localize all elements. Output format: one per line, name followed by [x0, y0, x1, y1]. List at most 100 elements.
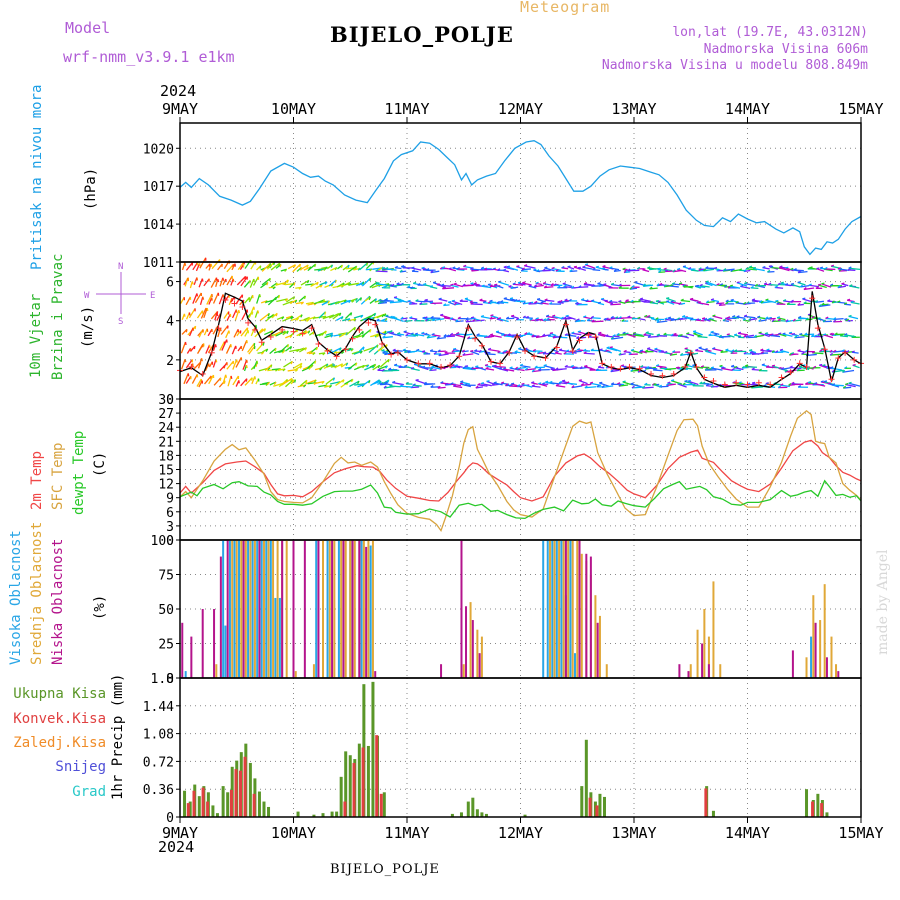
- bar-ukupna-kisa: [312, 814, 316, 817]
- meteogram-title: Meteogram: [520, 0, 611, 16]
- bar-ukupna-kisa: [523, 814, 527, 817]
- bar-niska-oblacnost: [791, 650, 794, 678]
- bar-srednja-oblacnost: [576, 540, 579, 678]
- bar-srednja-oblacnost: [558, 540, 561, 678]
- bar-srednja-oblacnost: [830, 636, 833, 678]
- gust-marker: [608, 363, 615, 370]
- legend-zaledj: Zaledj.Kisa: [13, 735, 106, 751]
- gust-marker: [349, 335, 356, 342]
- gust-marker: [803, 363, 810, 370]
- bar-niska-oblacnost: [814, 622, 817, 678]
- gust-marker: [324, 348, 331, 355]
- bar-niska-oblacnost: [465, 606, 468, 678]
- bar-visoka-oblacnost: [278, 597, 281, 678]
- bar-konvek-kisa: [595, 805, 599, 817]
- bar-niska-oblacnost: [226, 540, 229, 678]
- bar-ukupna-kisa: [296, 811, 300, 817]
- xlabel-bottom-12MAY: 12MAY: [498, 824, 543, 842]
- bar-visoka-oblacnost: [569, 540, 572, 678]
- bar-ukupna-kisa: [221, 786, 225, 817]
- bar-konvek-kisa: [234, 769, 238, 817]
- bar-srednja-oblacnost: [469, 602, 472, 678]
- bar-visoka-oblacnost: [265, 540, 268, 678]
- gust-marker: [814, 325, 821, 332]
- bar-srednja-oblacnost: [476, 629, 479, 678]
- gust-marker: [828, 376, 835, 383]
- bar-ukupna-kisa: [584, 739, 588, 817]
- bar-srednja-oblacnost: [367, 540, 370, 678]
- bar-niska-oblacnost: [825, 657, 828, 678]
- gust-marker: [562, 321, 569, 328]
- bar-visoka-oblacnost: [260, 540, 263, 678]
- bar-srednja-oblacnost: [215, 664, 218, 678]
- model-label: Model: [65, 19, 111, 37]
- xlabel-top-12MAY: 12MAY: [498, 100, 543, 118]
- gust-marker: [531, 353, 538, 360]
- ytick-label: 50: [158, 603, 174, 618]
- gust-marker: [701, 374, 708, 381]
- gust-marker: [687, 349, 694, 356]
- bar-ukupna-kisa: [262, 801, 266, 817]
- ytick-label: 0: [166, 672, 174, 687]
- bar-niska-oblacnost: [374, 671, 377, 678]
- gust-marker: [796, 360, 803, 367]
- gust-marker: [821, 346, 828, 353]
- bar-niska-oblacnost: [471, 620, 474, 678]
- ytick-label: 0: [166, 811, 174, 826]
- gust-marker: [744, 381, 751, 388]
- xlabel-top-11MAY: 11MAY: [384, 100, 429, 118]
- ytick-label: 18: [158, 449, 174, 464]
- bar-srednja-oblacnost: [333, 540, 336, 678]
- gust-marker: [208, 349, 215, 356]
- altitude-text: Nadmorska Visina 606m: [703, 42, 868, 57]
- bar-srednja-oblacnost: [371, 540, 374, 678]
- bar-niska-oblacnost: [585, 553, 588, 678]
- bar-srednja-oblacnost: [835, 664, 838, 678]
- gust-marker: [569, 348, 576, 355]
- bar-konvek-kisa: [186, 803, 190, 817]
- bar-srednja-oblacnost: [262, 540, 265, 678]
- compass-widget: N S W E: [84, 262, 155, 327]
- bar-srednja-oblacnost: [344, 540, 347, 678]
- bar-konvek-kisa: [252, 793, 256, 817]
- bar-srednja-oblacnost: [605, 664, 608, 678]
- ytick-label: 15: [158, 464, 174, 479]
- gust-marker: [365, 319, 372, 326]
- gust-marker: [279, 326, 286, 333]
- xlabel-top-14MAY: 14MAY: [725, 100, 770, 118]
- bar-niska-oblacnost: [564, 540, 567, 678]
- bar-ukupna-kisa: [371, 681, 375, 817]
- bar-srednja-oblacnost: [267, 540, 270, 678]
- ytick-label: 0.36: [143, 783, 174, 798]
- bar-visoka-oblacnost: [256, 540, 259, 678]
- bar-srednja-oblacnost: [462, 664, 465, 678]
- bar-niska-oblacnost: [460, 540, 463, 678]
- bar-srednja-oblacnost: [349, 540, 352, 678]
- gust-marker: [258, 339, 265, 346]
- bar-niska-oblacnost: [201, 609, 204, 678]
- ytick-label: 0: [166, 534, 174, 549]
- gust-marker: [315, 341, 322, 348]
- gust-marker: [842, 349, 849, 356]
- bar-visoka-oblacnost: [551, 540, 554, 678]
- xlabel-top-15MAY: 15MAY: [838, 100, 883, 118]
- gust-marker: [308, 325, 315, 332]
- ytick-label: 6: [166, 506, 174, 521]
- bar-srednja-oblacnost: [240, 540, 243, 678]
- bar-ukupna-kisa: [188, 801, 192, 817]
- bar-ukupna-kisa: [257, 791, 261, 817]
- bar-ukupna-kisa: [711, 810, 715, 817]
- bar-niska-oblacnost: [687, 671, 690, 678]
- bar-niska-oblacnost: [358, 540, 361, 678]
- gust-marker: [199, 370, 206, 377]
- xlabel-top-9MAY: 9MAY: [162, 100, 198, 118]
- gust-marker: [188, 363, 195, 370]
- bar-visoka-oblacnost: [326, 540, 329, 678]
- bar-ukupna-kisa: [602, 796, 606, 817]
- gust-marker: [356, 326, 363, 333]
- gust-marker: [755, 379, 762, 386]
- gust-marker: [267, 333, 274, 340]
- series-pritisak-na-nivou-mora: [179, 140, 862, 256]
- bar-srednja-oblacnost: [276, 540, 279, 678]
